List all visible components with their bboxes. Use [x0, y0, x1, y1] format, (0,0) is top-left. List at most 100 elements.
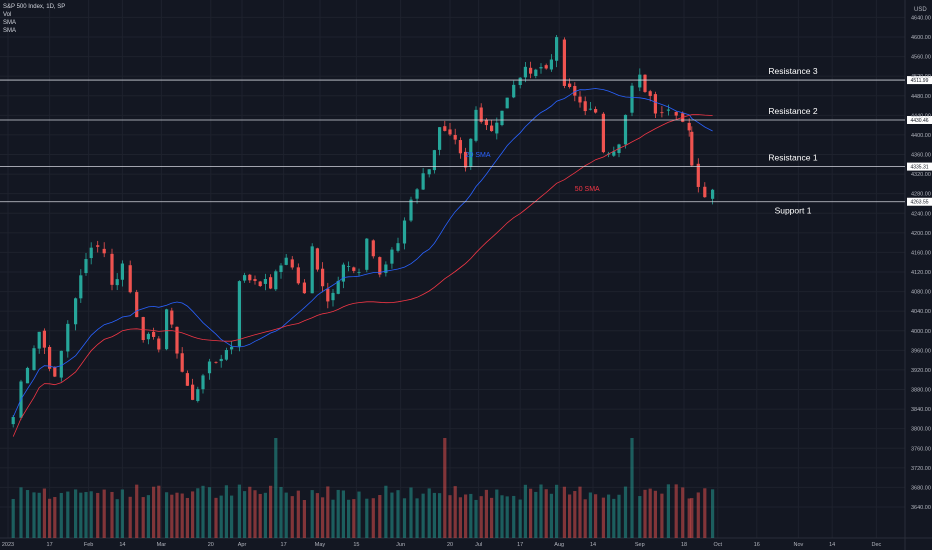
volume-bar	[469, 493, 473, 538]
volume-bar	[89, 491, 93, 538]
legend-sma-50[interactable]: SMA	[3, 28, 17, 34]
candle-body	[258, 281, 262, 286]
volume-bar	[191, 491, 195, 538]
volume-bar	[583, 499, 587, 538]
price-axis[interactable]: 4640.00 4600.00 4560.00 4520.00 4480.00 4440.…	[911, 7, 931, 511]
y-tick-label: 4000.00	[911, 329, 931, 335]
candle-body	[583, 101, 587, 112]
x-tick-label: Mar	[157, 542, 167, 548]
candle-body	[219, 358, 223, 362]
volume-bar	[347, 499, 351, 538]
candle-body	[96, 245, 100, 247]
volume-bar	[74, 489, 78, 538]
volume-bar	[341, 490, 345, 538]
x-tick-label: Jul	[475, 542, 482, 548]
candle-body	[135, 292, 139, 318]
volume-bar	[248, 486, 252, 538]
volume-bar	[157, 485, 161, 538]
candle-body	[396, 243, 400, 251]
volume-bar	[331, 499, 335, 538]
y-tick-label: 4120.00	[911, 270, 931, 276]
candle-body	[588, 108, 592, 110]
sma-50-line	[12, 114, 713, 437]
volume-bar	[529, 488, 533, 538]
volume-bar	[365, 498, 369, 538]
x-tick-label: Oct	[714, 542, 723, 548]
volume-bar	[534, 491, 538, 538]
volume-bar	[279, 486, 283, 538]
candle-body	[341, 264, 345, 282]
volume-bar	[505, 496, 509, 538]
x-tick-label: 14	[829, 542, 835, 548]
y-tick-label: 4520.00	[911, 74, 931, 80]
candle-body	[32, 348, 36, 370]
volume-bar	[402, 498, 407, 538]
volume-bar	[110, 491, 114, 538]
volume-bar	[19, 487, 23, 538]
candle-body	[653, 94, 657, 114]
level-lines: Resistance 3 4511.99 Resistance 2 4430.46 Re…	[0, 66, 932, 216]
volume-bar	[568, 494, 572, 538]
y-tick-label: 3840.00	[911, 407, 931, 413]
candle-body	[191, 384, 195, 400]
x-tick-label: 17	[281, 542, 287, 548]
candle-body	[544, 65, 548, 69]
sma-50-annotation: 50 SMA	[575, 186, 600, 193]
currency-label: USD	[914, 7, 927, 13]
volume-bar	[711, 489, 715, 538]
volume-bar	[681, 487, 685, 538]
candle-body	[170, 310, 174, 325]
candle-body	[674, 111, 678, 116]
candle-body	[568, 83, 572, 88]
candle-body	[128, 265, 132, 293]
volume-bar	[170, 494, 174, 538]
volume-bar	[274, 438, 278, 538]
volume-bar	[102, 489, 106, 538]
legend-sma-20[interactable]: SMA	[3, 20, 17, 26]
volume-bar	[617, 494, 621, 538]
volume-bar	[666, 484, 670, 538]
volume-bar	[432, 492, 436, 538]
x-tick-label: Apr	[238, 542, 247, 548]
candle-body	[296, 267, 300, 284]
candle-body	[402, 220, 407, 244]
candle-body	[505, 97, 509, 109]
level-price-text: 4335.31	[910, 165, 928, 171]
candle-body	[458, 140, 462, 154]
volume-bar	[79, 492, 83, 538]
candle-body	[409, 199, 413, 221]
candle-body	[479, 107, 483, 122]
candle-body	[141, 317, 145, 341]
candle-body	[243, 275, 247, 281]
volume-bar	[48, 498, 52, 538]
volume-bar	[315, 493, 319, 538]
candle-body	[484, 119, 488, 126]
legend-title[interactable]: S&P 500 Index, 1D, SP	[3, 4, 66, 10]
volume-bar	[25, 490, 30, 538]
volume-bar	[653, 490, 657, 538]
level-price-text: 4511.99	[911, 78, 929, 84]
volume-bar	[500, 495, 504, 538]
y-tick-label: 4600.00	[911, 35, 931, 41]
y-tick-label: 4040.00	[911, 309, 931, 315]
candle-body	[25, 367, 30, 384]
volume-bar	[207, 487, 212, 538]
y-tick-label: 4080.00	[911, 290, 931, 296]
candle-body	[448, 129, 452, 135]
volume-bar	[573, 491, 577, 538]
candle-body	[53, 366, 57, 377]
volume-bar	[427, 488, 431, 538]
volume-bar	[390, 492, 394, 538]
volume-bar	[549, 493, 553, 538]
legend-vol[interactable]: Vol	[3, 12, 12, 18]
volume-bar	[237, 484, 241, 538]
y-tick-label: 4280.00	[911, 192, 931, 198]
chart-legend: S&P 500 Index, 1D, SP Vol SMA SMA	[3, 3, 65, 35]
time-axis[interactable]: 2023 17 Feb 14 Mar 20 Apr 17 May 15 Jun 20 Jul 17 Aug 1…	[2, 542, 882, 548]
x-tick-label: 17	[517, 542, 523, 548]
candle-body	[703, 186, 707, 198]
candle-body	[573, 86, 577, 96]
volume-bar	[612, 498, 616, 538]
